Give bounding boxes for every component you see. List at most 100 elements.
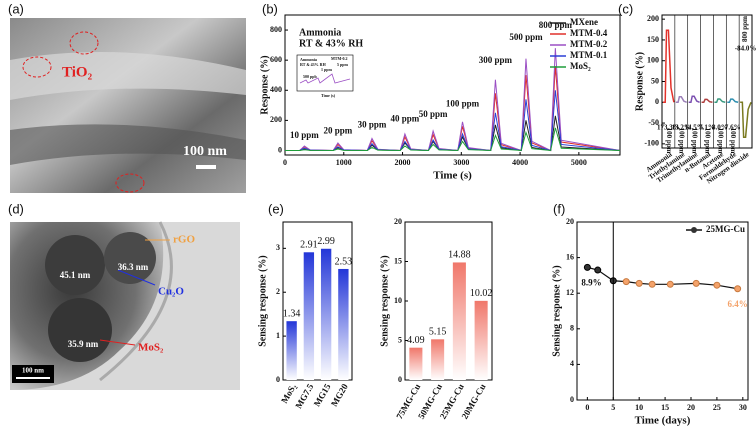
y-tick-label: 50 bbox=[651, 76, 659, 85]
inset-label: Ammonia bbox=[300, 57, 317, 62]
y-tick-label: 12 bbox=[566, 288, 574, 297]
y-tick-label: 800 bbox=[270, 25, 282, 34]
panel-label: (d) bbox=[8, 201, 24, 216]
peak-label: 500 ppm bbox=[509, 32, 543, 42]
bar bbox=[409, 347, 423, 380]
point bbox=[648, 280, 656, 288]
value-label: 7.1% bbox=[699, 124, 715, 132]
value-label: 14.5% bbox=[685, 124, 704, 132]
annotation: 8.9% bbox=[581, 277, 601, 287]
inset-label: Time (s) bbox=[321, 93, 336, 98]
value-label: 2.53 bbox=[335, 256, 353, 267]
value-label: 173.3% bbox=[657, 124, 680, 132]
x-tick-label: 20 bbox=[687, 403, 695, 412]
panel-label: (a) bbox=[8, 1, 24, 16]
image-label: 36.3 nm bbox=[118, 262, 149, 272]
panel-label: (c) bbox=[618, 1, 633, 16]
concentration: 100 ppm bbox=[716, 128, 724, 154]
panel-label: (b) bbox=[262, 1, 278, 16]
inset-frame bbox=[296, 54, 354, 92]
point bbox=[583, 263, 591, 271]
x-tick-label: MG20 bbox=[329, 382, 350, 409]
y-tick-label: 5 bbox=[398, 335, 402, 344]
y-tick-label: 3 bbox=[276, 243, 280, 252]
response-curve bbox=[714, 98, 726, 104]
legend-label: MoS₂ bbox=[570, 61, 591, 71]
value-label: 14.88 bbox=[448, 250, 471, 261]
annotation: RT & 43% RH bbox=[299, 38, 363, 49]
series-line bbox=[285, 48, 621, 152]
series-line bbox=[285, 127, 621, 152]
response-curve bbox=[675, 96, 687, 104]
y-tick-label: 20 bbox=[394, 217, 402, 226]
x-tick-label: 0 bbox=[283, 158, 287, 167]
legend-label: MTM-0.1 bbox=[570, 50, 608, 60]
peak-label: 800 ppm bbox=[539, 20, 573, 30]
y-axis-label: Sensing response (%) bbox=[379, 255, 390, 347]
y-tick-label: 0 bbox=[655, 97, 659, 106]
y-tick-label: 8 bbox=[570, 324, 574, 333]
x-tick-label: 25 bbox=[713, 403, 721, 412]
image-label: TiO₂ bbox=[62, 64, 93, 80]
point bbox=[692, 279, 700, 287]
concentration: 100 ppm bbox=[729, 128, 737, 154]
plot-frame bbox=[284, 14, 621, 156]
y-tick-label: 2 bbox=[276, 287, 280, 296]
bar bbox=[303, 252, 315, 380]
y-axis-label: Sensing response (%) bbox=[257, 255, 268, 347]
concentration: 100 ppm bbox=[665, 128, 673, 154]
legend-marker bbox=[691, 227, 697, 233]
x-tick-label: 0 bbox=[585, 403, 589, 412]
sem-image bbox=[10, 18, 246, 193]
concentration: 100 ppm bbox=[678, 128, 686, 154]
peak-label: 300 ppm bbox=[479, 55, 513, 65]
point bbox=[713, 281, 721, 289]
tem-image bbox=[10, 221, 240, 390]
y-tick-label: 16 bbox=[566, 252, 574, 261]
panel-label: (f) bbox=[553, 201, 565, 216]
inset-line bbox=[299, 73, 351, 84]
y-tick-label: 10 bbox=[394, 296, 402, 305]
point bbox=[734, 285, 742, 293]
inset-label: RT & 43% RH bbox=[300, 62, 327, 67]
y-tick-label: 1 bbox=[276, 331, 280, 340]
value-label: 10.02 bbox=[470, 288, 493, 299]
bar bbox=[452, 262, 466, 380]
y-tick-label: 100 bbox=[647, 56, 659, 65]
bar bbox=[474, 300, 488, 380]
plot-frame bbox=[282, 221, 353, 381]
response-curve bbox=[688, 95, 700, 104]
peak-label: 100 ppm bbox=[446, 98, 480, 108]
image-label: rGO bbox=[173, 234, 195, 246]
x-tick-label: 10 bbox=[635, 403, 643, 412]
panel-label: (e) bbox=[268, 201, 284, 216]
x-tick-label: 5000 bbox=[571, 158, 587, 167]
point bbox=[666, 280, 674, 288]
value-label: 2.91 bbox=[300, 240, 318, 251]
inset-label: 5 ppm bbox=[337, 62, 348, 67]
legend-label: 25MG-Cu bbox=[706, 224, 745, 234]
scale-label: 100 nm bbox=[183, 144, 227, 159]
legend-label: MXene bbox=[570, 17, 598, 27]
y-tick-label: 0 bbox=[398, 375, 402, 384]
peak-label: 40 ppm bbox=[391, 113, 420, 123]
series-line bbox=[285, 66, 621, 152]
legend-label: MTM-0.4 bbox=[570, 28, 608, 38]
y-tick-label: 15 bbox=[394, 256, 402, 265]
response-curve bbox=[727, 98, 739, 104]
x-tick-label: 3000 bbox=[453, 158, 469, 167]
y-axis-label: Sensing response (%) bbox=[551, 265, 562, 357]
concentration: 100 ppm bbox=[703, 128, 711, 154]
y-tick-label: 600 bbox=[270, 55, 282, 64]
value-label: 13.2% bbox=[672, 124, 691, 132]
x-tick-label: 30 bbox=[739, 403, 747, 412]
point bbox=[622, 278, 630, 286]
concentration: 800 ppm bbox=[741, 16, 749, 42]
y-tick-label: 0 bbox=[276, 375, 280, 384]
bar bbox=[320, 248, 332, 380]
peak-label: 30 ppm bbox=[358, 120, 387, 130]
point bbox=[594, 266, 602, 274]
x-tick-label: 15 bbox=[661, 403, 669, 412]
response-curve bbox=[701, 98, 713, 104]
response-curve bbox=[740, 101, 752, 138]
